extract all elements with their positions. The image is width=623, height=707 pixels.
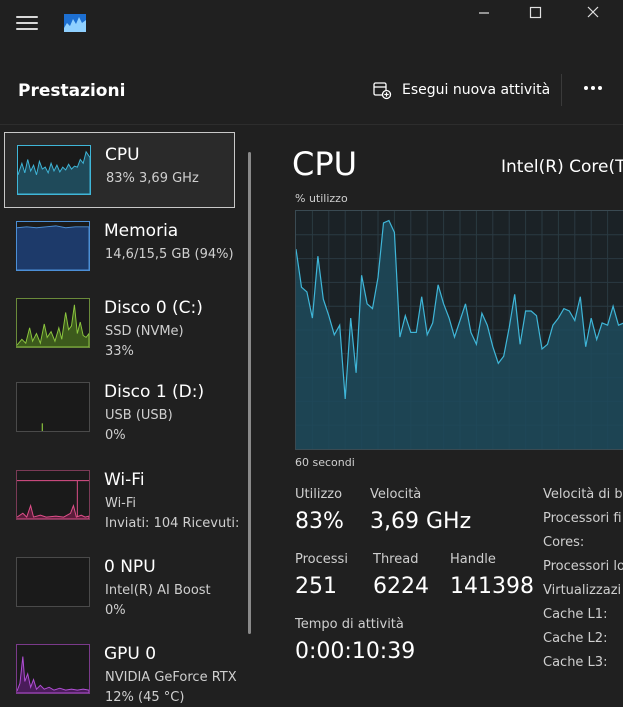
processes-value: 251 [295, 574, 337, 599]
performance-sidebar: CPU 83% 3,69 GHz Memoria 14,6/15,5 GB (9… [0, 125, 252, 707]
memory-thumbnail-graph [16, 221, 90, 271]
cpu-usage-area [296, 220, 623, 449]
header-divider [561, 74, 562, 106]
utilization-value: 83% [295, 509, 344, 534]
threads-value: 6224 [373, 574, 429, 599]
cpu-thumbnail-graph [17, 145, 91, 195]
disk-1-thumbnail-graph [16, 382, 90, 432]
more-options-icon[interactable] [578, 74, 608, 102]
sidebar-item-detail-2: 33% [105, 344, 134, 359]
sidebar-item-title: Memoria [104, 221, 179, 241]
cpu-usage-line [296, 219, 623, 400]
sidebar-item-title: 0 NPU [104, 557, 156, 577]
gpu-thumbnail-graph [16, 644, 90, 694]
sidebar-item-detail: NVIDIA GeForce RTX [105, 670, 237, 685]
utilization-label: Utilizzo [295, 487, 343, 502]
sidebar-item-detail: Intel(R) AI Boost [105, 583, 211, 598]
sidebar-item-cpu[interactable]: CPU 83% 3,69 GHz [4, 132, 235, 208]
new-task-icon [373, 82, 392, 100]
disk-0-thumbnail-graph [16, 298, 90, 348]
sidebar-item-title: GPU 0 [104, 644, 157, 664]
sidebar-scrollbar[interactable] [248, 152, 251, 634]
handles-label: Handle [450, 552, 496, 567]
run-new-task-button[interactable]: Esegui nuova attività [372, 76, 550, 104]
sidebar-item-detail-2: 12% (45 °C) [105, 690, 185, 705]
spec-label: Processori lo [543, 559, 623, 574]
sidebar-item-gpu[interactable]: GPU 0 NVIDIA GeForce RTX 12% (45 °C) [4, 632, 237, 707]
title-bar [0, 0, 623, 56]
time-range-label: 60 secondi [295, 456, 355, 469]
maximize-button[interactable] [510, 0, 562, 26]
spec-label: Cores: [543, 535, 585, 550]
spec-label: Cache L3: [543, 655, 608, 670]
sidebar-item-title: Wi-Fi [104, 470, 145, 490]
cpu-model-name: Intel(R) Core(T [501, 157, 623, 177]
processes-label: Processi [295, 552, 348, 567]
sidebar-item-detail: USB (USB) [105, 408, 173, 423]
uptime-label: Tempo di attività [295, 617, 404, 632]
spec-label: Processori fi [543, 511, 622, 526]
close-button[interactable] [566, 0, 618, 26]
minimize-button[interactable] [458, 0, 510, 26]
wifi-thumbnail-graph [16, 470, 90, 520]
sidebar-item-detail: 83% 3,69 GHz [106, 171, 199, 186]
run-new-task-label: Esegui nuova attività [402, 82, 551, 98]
cpu-detail-panel: CPU Intel(R) Core(T % utilizzo 60 second… [252, 125, 623, 707]
cpu-utilization-chart [296, 211, 623, 449]
spec-label: Velocità di b [543, 487, 623, 502]
sidebar-item-detail: SSD (NVMe) [105, 324, 184, 339]
sidebar-item-disk-1[interactable]: Disco 1 (D:) USB (USB) 0% [4, 370, 235, 446]
sidebar-item-detail: 14,6/15,5 GB (94%) [105, 247, 234, 262]
sidebar-item-disk-0[interactable]: Disco 0 (C:) SSD (NVMe) 33% [4, 286, 235, 362]
npu-thumbnail-graph [16, 557, 90, 607]
page-title: Prestazioni [18, 81, 126, 101]
spec-label: Virtualizzazi [543, 583, 622, 598]
sidebar-item-title: CPU [105, 145, 140, 165]
sidebar-item-npu[interactable]: 0 NPU Intel(R) AI Boost 0% [4, 545, 235, 621]
uptime-value: 0:00:10:39 [295, 639, 416, 664]
sidebar-item-detail: Wi-Fi [105, 496, 137, 511]
speed-label: Velocità [370, 487, 422, 502]
cpu-heading: CPU [292, 145, 358, 183]
sidebar-item-memory[interactable]: Memoria 14,6/15,5 GB (94%) [4, 209, 235, 285]
spec-label: Cache L2: [543, 631, 608, 646]
page-header: Prestazioni Esegui nuova attività [0, 56, 623, 125]
sidebar-item-title: Disco 1 (D:) [104, 382, 205, 402]
spec-label: Cache L1: [543, 607, 608, 622]
sidebar-item-detail-2: 0% [105, 603, 126, 618]
cpu-utilization-graph [295, 210, 623, 450]
utilization-axis-label: % utilizzo [295, 192, 348, 205]
task-manager-app-icon [64, 14, 86, 32]
handles-value: 141398 [450, 574, 534, 599]
sidebar-item-detail-2: 0% [105, 428, 126, 443]
threads-label: Thread [373, 552, 419, 567]
sidebar-item-title: Disco 0 (C:) [104, 298, 203, 318]
speed-value: 3,69 GHz [370, 509, 472, 534]
hamburger-menu-icon[interactable] [14, 12, 40, 38]
sidebar-item-wifi[interactable]: Wi-Fi Wi-Fi Inviati: 104 Ricevuti: [4, 458, 239, 534]
sidebar-item-detail-2: Inviati: 104 Ricevuti: [105, 516, 240, 531]
